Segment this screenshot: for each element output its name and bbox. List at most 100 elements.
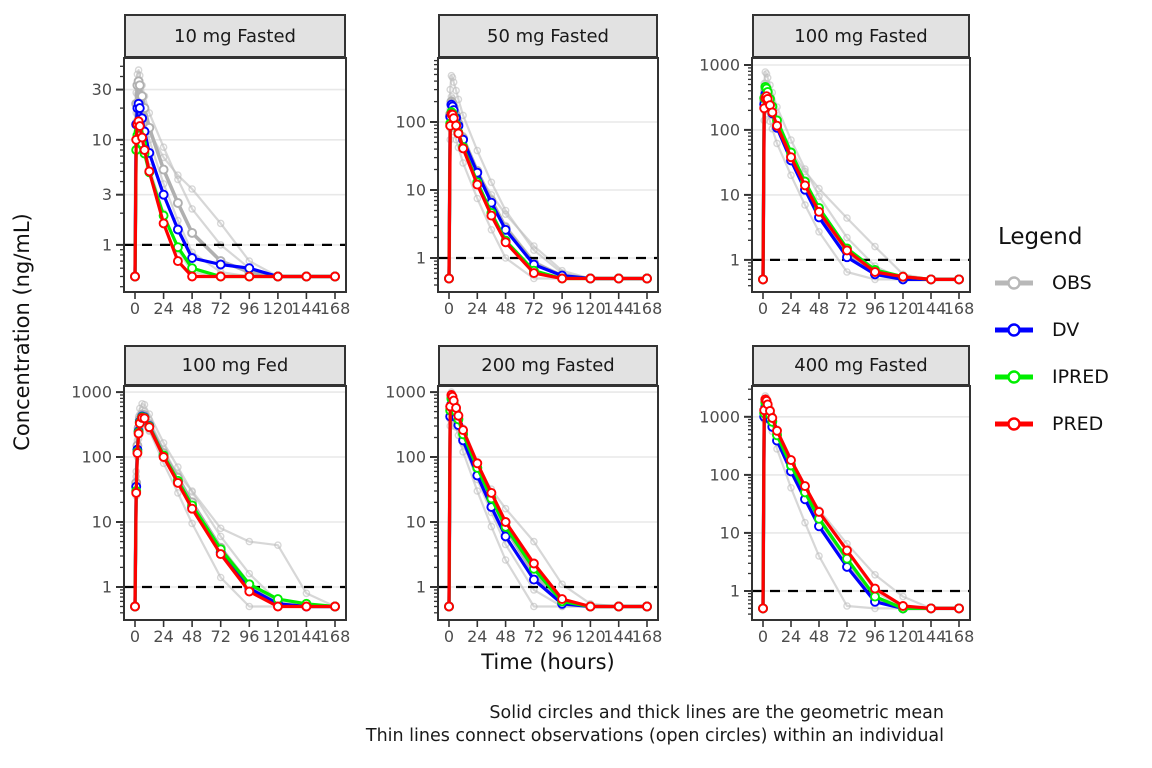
panel-border bbox=[751, 385, 971, 621]
y-tick-label: 1 bbox=[416, 578, 426, 597]
dv-marker bbox=[215, 259, 226, 270]
panel-series-50-mg-fasted bbox=[438, 71, 658, 284]
pred-marker bbox=[244, 586, 255, 597]
pred-marker bbox=[139, 413, 150, 424]
pred-marker bbox=[451, 402, 462, 413]
x-tick-label: 120 bbox=[575, 299, 606, 318]
pred-marker bbox=[330, 601, 340, 612]
obs-individual-marker bbox=[501, 210, 510, 218]
y-tick-label: 10 bbox=[92, 513, 112, 532]
pred-marker bbox=[767, 107, 778, 118]
pred-marker bbox=[786, 152, 796, 163]
x-tick-label: 168 bbox=[944, 299, 975, 318]
x-tick-label: 72 bbox=[837, 627, 857, 646]
obs-individual-marker bbox=[815, 184, 823, 193]
x-tick-label: 0 bbox=[444, 627, 454, 646]
pred-marker bbox=[528, 558, 539, 569]
pred-marker bbox=[215, 271, 226, 282]
x-tick-label: 168 bbox=[632, 299, 663, 318]
obs-individual-marker bbox=[174, 171, 182, 179]
obs-mean-marker bbox=[172, 198, 183, 208]
y-tick-label: 1 bbox=[102, 578, 112, 597]
obs-individual-marker bbox=[188, 205, 196, 213]
dv-marker bbox=[158, 189, 169, 200]
obs-individual-marker bbox=[787, 171, 795, 180]
y-tick-label: 1 bbox=[730, 582, 740, 601]
x-tick-label: 96 bbox=[865, 299, 885, 318]
x-tick-label: 120 bbox=[263, 627, 294, 646]
legend-label: DV bbox=[1052, 319, 1080, 341]
pred-marker bbox=[642, 273, 652, 284]
pred-marker bbox=[134, 121, 145, 132]
pred-marker bbox=[133, 428, 144, 439]
obs-individual-marker bbox=[815, 227, 823, 236]
pred-marker bbox=[585, 601, 596, 612]
obs-individual-marker bbox=[188, 185, 196, 193]
ipred-marker bbox=[870, 591, 880, 602]
panel-series-10-mg-fasted bbox=[124, 66, 346, 282]
x-tick-label: 144 bbox=[916, 299, 947, 318]
x-tick-label: 72 bbox=[211, 627, 231, 646]
pred-marker bbox=[486, 210, 497, 221]
dv-line-icon bbox=[995, 323, 1033, 337]
pred-marker bbox=[800, 481, 810, 492]
pred-marker bbox=[451, 120, 462, 131]
panel-series-100-mg-fasted bbox=[752, 68, 970, 285]
x-tick-label: 120 bbox=[575, 627, 606, 646]
x-tick-label: 168 bbox=[944, 627, 975, 646]
legend-entry-dv: DV bbox=[992, 315, 1109, 345]
pred-marker bbox=[215, 549, 226, 560]
y-tick-label: 100 bbox=[81, 448, 112, 467]
obs-individual-marker bbox=[448, 73, 457, 82]
x-tick-label: 144 bbox=[291, 299, 322, 318]
legend-title: Legend bbox=[998, 224, 1083, 250]
obs-individual-marker bbox=[245, 569, 254, 578]
obs-individual-marker bbox=[487, 522, 496, 531]
x-tick-label: 48 bbox=[182, 299, 202, 318]
x-tick-label: 168 bbox=[320, 299, 351, 318]
obs-individual-marker bbox=[473, 487, 482, 495]
obs-individual-marker bbox=[473, 194, 482, 203]
pred-marker bbox=[758, 603, 768, 614]
pred-marker bbox=[444, 273, 454, 284]
obs-individual-marker bbox=[501, 254, 510, 262]
obs-individual-marker bbox=[449, 78, 458, 86]
pred-marker bbox=[187, 503, 198, 514]
pred-marker bbox=[139, 145, 150, 155]
obs-individual-marker bbox=[473, 146, 482, 155]
x-tick-label: 144 bbox=[916, 627, 947, 646]
pred-marker bbox=[926, 603, 936, 614]
x-tick-label: 0 bbox=[758, 299, 768, 318]
obs-mean-marker bbox=[158, 164, 169, 175]
panel-strip: 100 mg Fasted bbox=[752, 14, 970, 58]
pred-marker bbox=[458, 143, 469, 154]
pred-marker bbox=[486, 487, 497, 498]
obs-individual-marker bbox=[815, 552, 823, 560]
pred-marker bbox=[528, 268, 539, 279]
x-tick-label: 24 bbox=[467, 299, 487, 318]
y-tick-label: 100 bbox=[709, 120, 740, 139]
obs-individual-marker bbox=[245, 602, 254, 611]
y-tick-label: 1000 bbox=[385, 383, 426, 402]
obs-individual-marker bbox=[530, 537, 538, 546]
pred-marker bbox=[926, 274, 936, 285]
ipred-line-icon bbox=[995, 370, 1033, 384]
pred-marker bbox=[472, 458, 483, 469]
pred-marker bbox=[786, 455, 796, 466]
legend-entry-ipred: IPRED bbox=[992, 362, 1109, 392]
pred-marker bbox=[172, 477, 183, 488]
obs-mean-marker bbox=[187, 227, 198, 238]
x-tick-label: 48 bbox=[495, 627, 515, 646]
obs-individual-marker bbox=[459, 159, 467, 167]
caption-line-2: Thin lines connect observations (open ci… bbox=[365, 726, 944, 746]
pred-line bbox=[133, 416, 337, 609]
x-tick-label: 168 bbox=[632, 627, 663, 646]
pred-marker bbox=[870, 267, 880, 277]
caption-line-1: Solid circles and thick lines are the ge… bbox=[489, 703, 944, 723]
obs-individual-marker bbox=[216, 532, 225, 541]
x-tick-label: 48 bbox=[809, 299, 829, 318]
y-tick-label: 1000 bbox=[699, 407, 740, 426]
panel-series-100-mg-fed bbox=[124, 399, 346, 612]
pred-marker bbox=[172, 256, 183, 267]
